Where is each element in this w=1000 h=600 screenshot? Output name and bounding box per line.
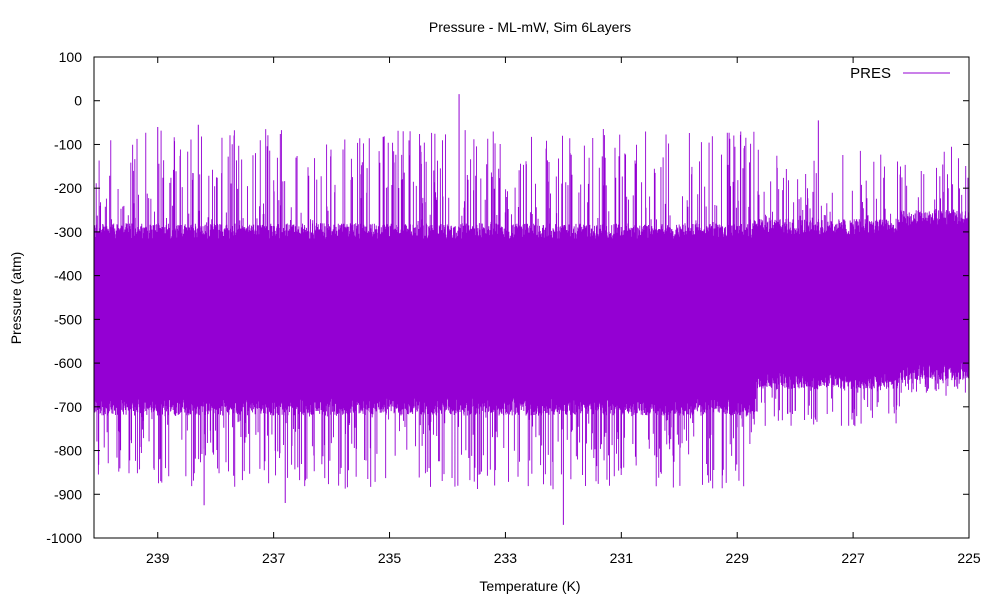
y-tick-label: 0 <box>74 93 82 109</box>
series-pres-band <box>94 238 755 399</box>
y-tick-label: -500 <box>54 311 82 327</box>
x-tick-label: 233 <box>494 550 518 566</box>
y-axis: 100 0 -100 -200 -300 -400 -500 -600 -700 -800 -900… <box>46 49 969 546</box>
x-tick-label: 231 <box>610 550 634 566</box>
plot-series <box>93 94 970 525</box>
y-tick-label: -200 <box>54 180 82 196</box>
legend-label-pres: PRES <box>850 65 891 82</box>
y-tick-label: -700 <box>54 399 82 415</box>
chart-title: Pressure - ML-mW, Sim 6Layers <box>429 19 631 35</box>
series-pres-band <box>899 225 969 364</box>
x-tick-label: 237 <box>262 550 286 566</box>
y-tick-label: 100 <box>59 49 83 65</box>
x-tick-label: 225 <box>957 550 981 566</box>
x-tick-label: 229 <box>726 550 750 566</box>
x-axis-title: Temperature (K) <box>479 578 580 594</box>
plot-frame <box>93 56 970 539</box>
y-tick-label: -100 <box>54 136 82 152</box>
x-tick-label: 227 <box>841 550 865 566</box>
y-tick-label: -300 <box>54 224 82 240</box>
x-axis: 239 237 235 233 231 229 227 225 <box>146 57 981 566</box>
y-tick-label: -600 <box>54 355 82 371</box>
y-tick-label: -1000 <box>46 530 82 546</box>
y-axis-title: Pressure (atm) <box>8 252 24 345</box>
y-tick-label: -900 <box>54 486 82 502</box>
x-tick-label: 235 <box>378 550 402 566</box>
series-pres-band <box>754 234 900 372</box>
y-tick-label: -800 <box>54 443 82 459</box>
x-tick-label: 239 <box>146 550 170 566</box>
legend: PRES <box>850 65 950 82</box>
y-tick-label: -400 <box>54 268 82 284</box>
